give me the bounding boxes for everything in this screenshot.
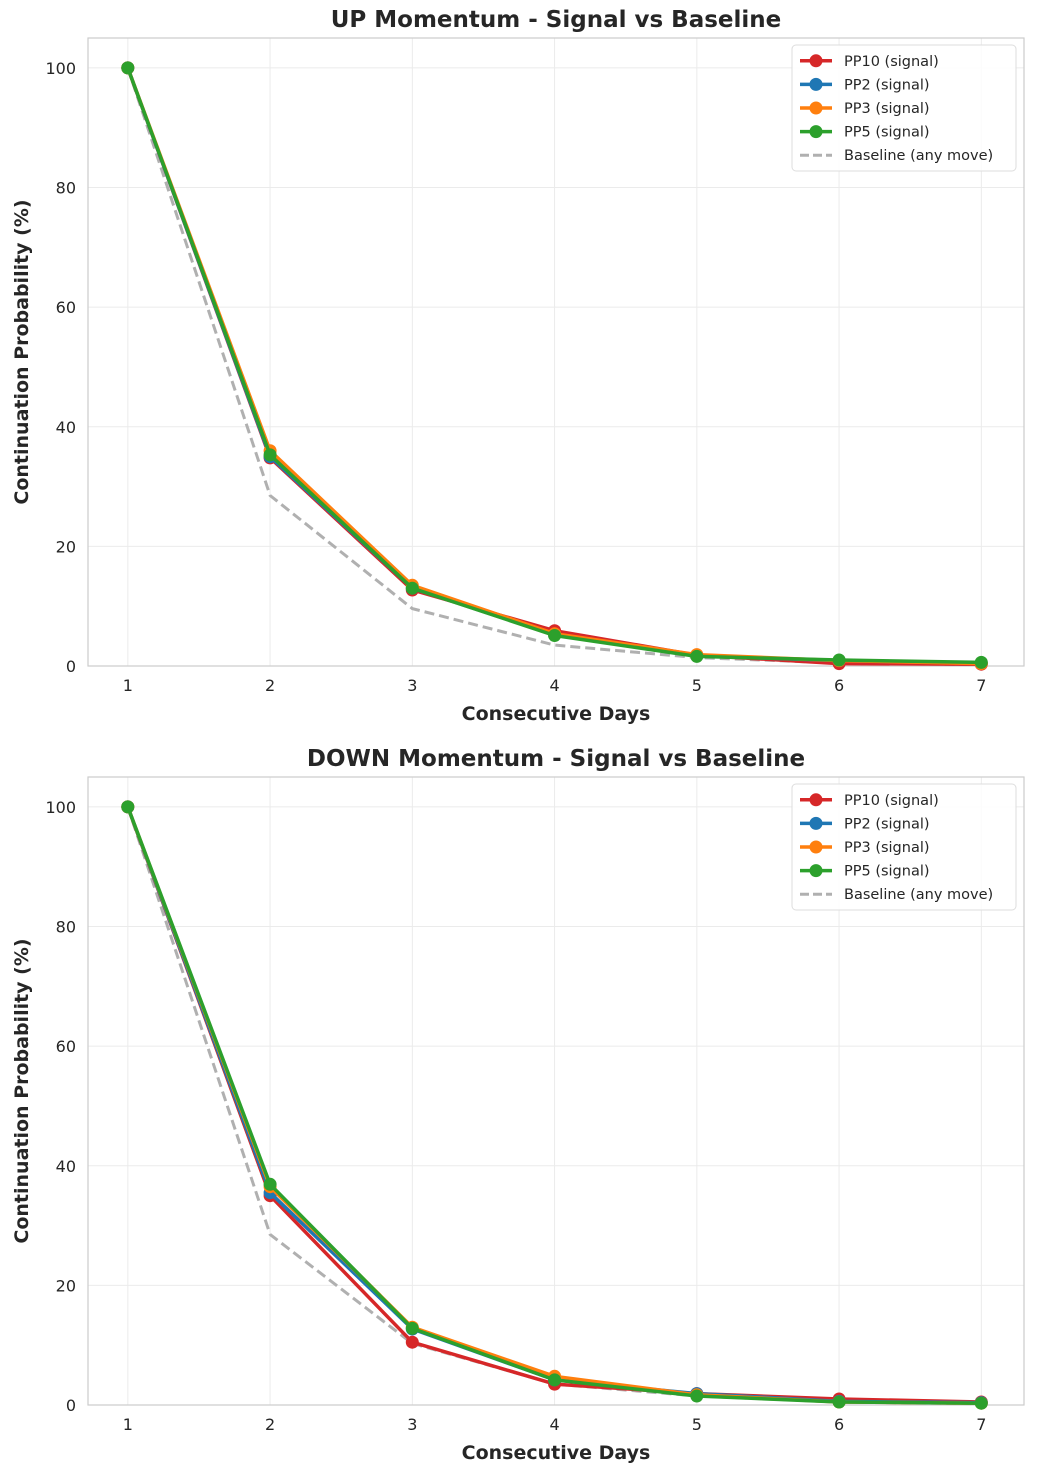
x-tick-label: 4 — [549, 676, 559, 695]
legend-item: Baseline (any move) — [800, 887, 993, 903]
legend-label: PP3 (signal) — [844, 840, 930, 856]
data-point — [405, 1335, 419, 1349]
legend-marker — [809, 54, 823, 68]
chart-title: DOWN Momentum - Signal vs Baseline — [307, 746, 805, 772]
x-tick-label: 7 — [976, 676, 986, 695]
data-point — [974, 1396, 988, 1410]
data-point — [405, 1321, 419, 1335]
legend-marker — [809, 840, 823, 854]
legend-item: PP2 (signal) — [800, 816, 930, 832]
y-axis-label: Continuation Probability (%) — [11, 199, 33, 504]
series-pp5-signal — [121, 61, 988, 669]
x-tick-label: 2 — [265, 1415, 275, 1434]
data-point — [548, 1373, 562, 1387]
legend-marker — [809, 864, 823, 878]
x-tick-label: 5 — [692, 1415, 702, 1434]
x-tick-label: 2 — [265, 676, 275, 695]
legend-item: PP10 (signal) — [800, 54, 939, 70]
data-point — [263, 448, 277, 462]
legend-item: Baseline (any move) — [800, 148, 993, 164]
series-pp5-signal — [121, 800, 988, 1410]
legend-label: PP10 (signal) — [844, 793, 939, 809]
data-point — [263, 1177, 277, 1191]
y-tick-label: 60 — [56, 1037, 76, 1056]
data-point — [121, 61, 135, 75]
chart-title: UP Momentum - Signal vs Baseline — [331, 7, 782, 33]
legend-marker — [809, 77, 823, 91]
legend-item: PP5 (signal) — [800, 125, 930, 141]
x-tick-label: 6 — [834, 676, 844, 695]
plot-frame — [87, 776, 1025, 1406]
legend-item: PP10 (signal) — [800, 793, 939, 809]
legend-label: PP5 (signal) — [844, 125, 930, 141]
x-tick-label: 3 — [407, 676, 417, 695]
x-tick-label: 3 — [407, 1415, 417, 1434]
legend-label: PP10 (signal) — [844, 54, 939, 70]
data-point — [405, 581, 419, 595]
y-axis-label: Continuation Probability (%) — [11, 938, 33, 1243]
series-line — [126, 806, 982, 1406]
series-baseline-any-move — [126, 806, 982, 1406]
legend-item: PP2 (signal) — [800, 77, 930, 93]
y-tick-label: 80 — [56, 179, 76, 198]
x-axis-label: Consecutive Days — [462, 1442, 651, 1464]
legend-item: PP5 (signal) — [800, 864, 930, 880]
legend-label: Baseline (any move) — [844, 148, 993, 164]
y-tick-label: 100 — [45, 798, 76, 817]
y-tick-label: 100 — [45, 59, 76, 78]
legend: PP10 (signal) PP2 (signal) PP3 (signal) PP5… — [791, 783, 1017, 911]
legend-item: PP3 (signal) — [800, 101, 930, 117]
y-tick-label: 0 — [66, 1396, 76, 1415]
legend-label: PP2 (signal) — [844, 77, 930, 93]
chart-panel-2: 0 20 40 60 80 100 1 2 3 4 5 6 7 DOWN Momentum - Signa… — [11, 746, 1025, 1464]
series-line — [126, 67, 982, 667]
data-point — [690, 649, 704, 663]
data-point — [690, 1389, 704, 1403]
data-point — [832, 1395, 846, 1409]
data-point — [974, 655, 988, 669]
legend: PP10 (signal) PP2 (signal) PP3 (signal) PP5… — [791, 44, 1017, 172]
data-point — [548, 629, 562, 642]
legend-marker — [809, 125, 823, 139]
y-tick-label: 40 — [56, 1157, 76, 1176]
y-tick-label: 20 — [56, 537, 76, 556]
legend-marker — [809, 793, 823, 807]
chart-panel-1: 0 20 40 60 80 100 1 2 3 4 5 6 7 UP Momentum - Signal … — [11, 7, 1025, 725]
series-baseline-any-move — [126, 67, 982, 667]
x-tick-label: 4 — [549, 1415, 559, 1434]
legend-box — [791, 783, 1017, 911]
legend-box — [791, 44, 1017, 172]
legend-label: Baseline (any move) — [844, 887, 993, 903]
legend-item: PP3 (signal) — [800, 840, 930, 856]
y-tick-label: 40 — [56, 418, 76, 437]
legend-marker — [809, 816, 823, 830]
plot-frame — [87, 37, 1025, 667]
legend-label: PP3 (signal) — [844, 101, 930, 117]
y-tick-label: 0 — [66, 657, 76, 676]
x-tick-label: 1 — [123, 1415, 133, 1434]
y-tick-label: 20 — [56, 1276, 76, 1295]
y-tick-label: 60 — [56, 298, 76, 317]
legend-label: PP2 (signal) — [844, 816, 930, 832]
x-tick-label: 7 — [976, 1415, 986, 1434]
x-tick-label: 6 — [834, 1415, 844, 1434]
legend-label: PP5 (signal) — [844, 864, 930, 880]
y-tick-label: 80 — [56, 918, 76, 937]
x-tick-label: 5 — [692, 676, 702, 695]
data-point — [121, 800, 135, 814]
legend-marker — [809, 101, 823, 115]
data-point — [832, 653, 846, 667]
x-tick-label: 1 — [123, 676, 133, 695]
x-axis-label: Consecutive Days — [462, 703, 651, 725]
